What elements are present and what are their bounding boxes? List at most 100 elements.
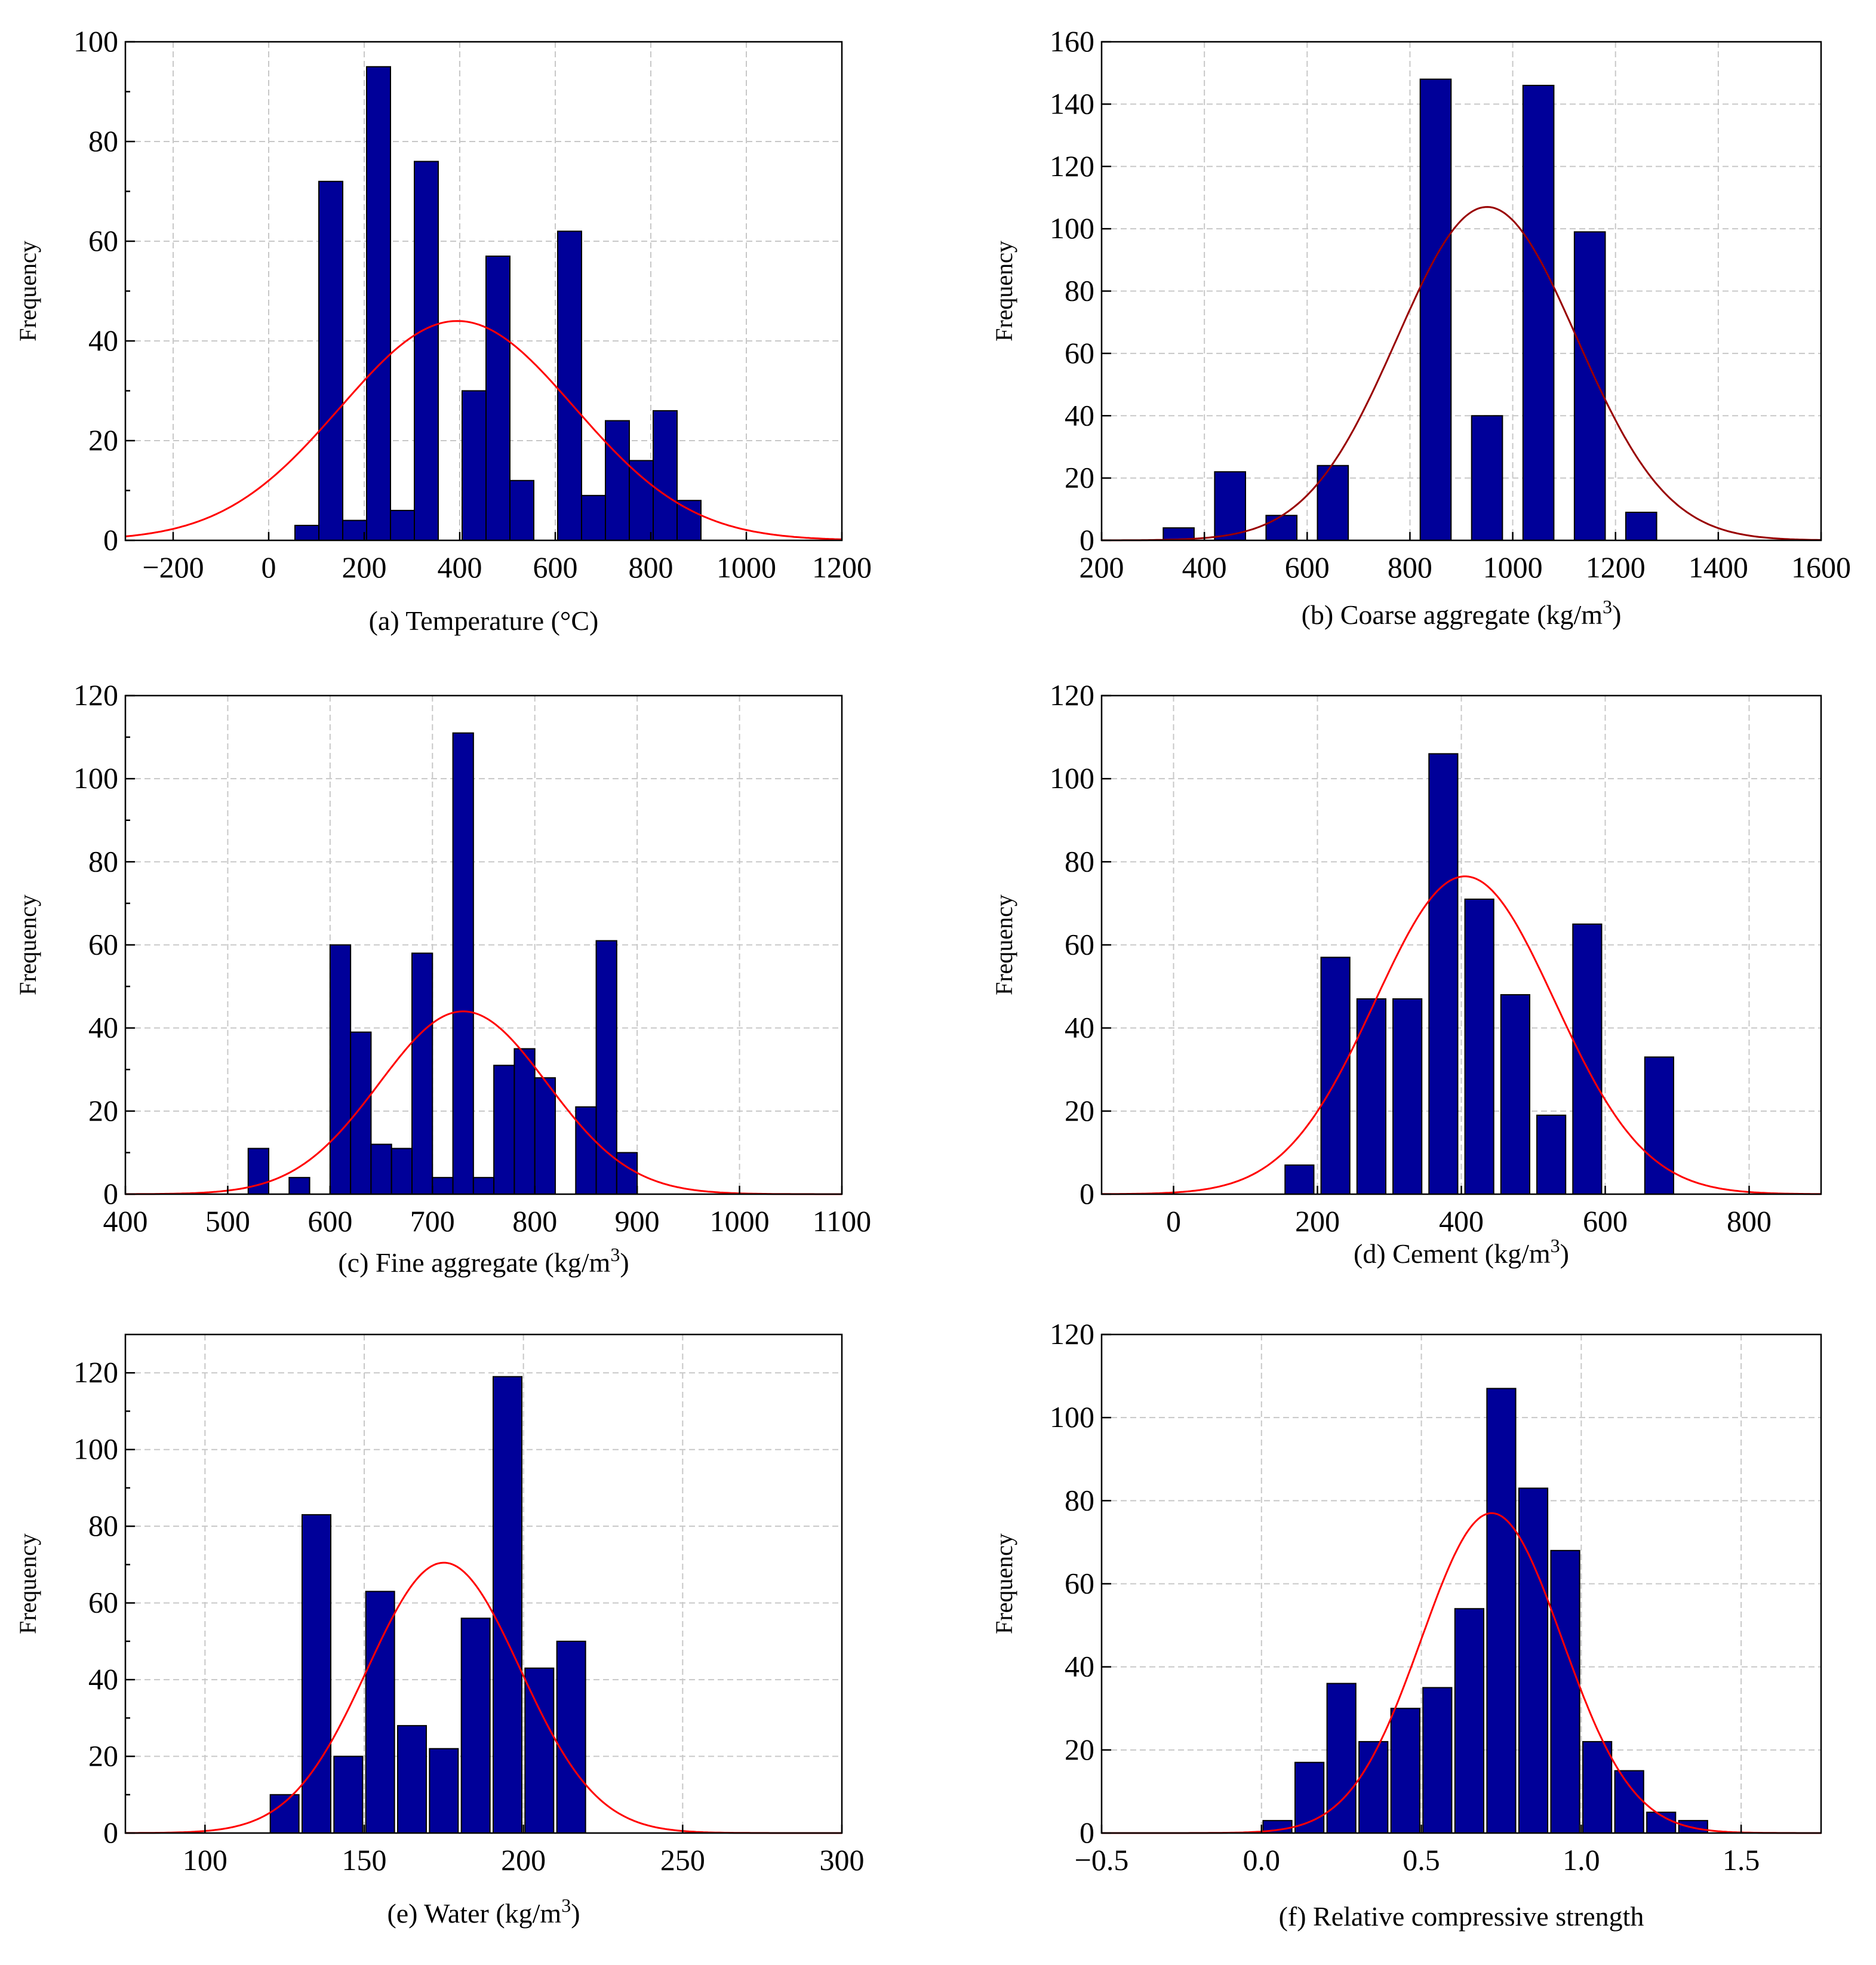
x-tick-label: 0.0 (1243, 1843, 1281, 1877)
panel-caption: (b) Coarse aggregate (kg/m3) (1302, 596, 1622, 630)
x-tick-label: 800 (1388, 551, 1432, 584)
caption-superscript: 3 (561, 1895, 571, 1916)
y-tick-label: 0 (1080, 1177, 1094, 1210)
histogram-bar (581, 494, 606, 541)
y-tick-label: 0 (103, 1177, 118, 1210)
y-tick-label: 80 (88, 1509, 118, 1542)
caption-text: (d) Cement (kg/m (1354, 1238, 1551, 1269)
histogram-bar (1464, 898, 1494, 1195)
histogram-bar (294, 524, 319, 542)
y-tick-label: 100 (1050, 1400, 1094, 1434)
y-tick-label: 40 (1065, 1650, 1094, 1683)
histogram-bar (616, 1152, 638, 1195)
y-tick-label: 80 (1065, 274, 1094, 307)
y-tick-label: 60 (1065, 928, 1094, 961)
histogram-bar (247, 1148, 270, 1195)
histogram-bar (485, 256, 510, 541)
histogram-bar (1486, 1388, 1517, 1834)
histogram-bar (534, 1077, 556, 1195)
x-tick-label: 800 (512, 1204, 557, 1238)
histogram-bar (1419, 78, 1452, 541)
panel-caption: (d) Cement (kg/m3) (1354, 1235, 1569, 1269)
histogram-bar (595, 940, 617, 1195)
x-tick-label: 1.0 (1563, 1843, 1600, 1877)
histogram-bar (1428, 753, 1459, 1195)
panel-caption: (f) Relative compressive strength (1279, 1901, 1644, 1932)
x-tick-label: 800 (629, 551, 673, 584)
panel-caption: (c) Fine aggregate (kg/m3) (338, 1244, 629, 1278)
x-tick-label: 1600 (1791, 551, 1851, 584)
histogram-bar (365, 1591, 395, 1834)
y-tick-label: 100 (1050, 761, 1094, 795)
y-tick-label: 120 (73, 678, 118, 712)
y-tick-label: 100 (73, 1432, 118, 1466)
x-tick-label: 150 (342, 1843, 387, 1877)
y-tick-label: 20 (88, 1094, 118, 1127)
y-tick-label: 120 (1050, 678, 1094, 712)
histogram-bar (1536, 1114, 1567, 1195)
x-tick-label: 300 (820, 1843, 865, 1877)
histogram-bar (1422, 1687, 1453, 1834)
histogram-bar (370, 1143, 392, 1195)
caption-superscript: 3 (610, 1244, 620, 1265)
x-tick-label: 1000 (710, 1204, 770, 1238)
histogram-bar (397, 1725, 427, 1834)
y-tick-label: 120 (1050, 1317, 1094, 1351)
histogram-bar (557, 230, 582, 541)
y-tick-label: 80 (88, 124, 118, 158)
histogram-bar (1326, 1683, 1357, 1834)
histogram-bar (318, 180, 343, 541)
y-axis-label: Frequency (991, 241, 1017, 342)
normal-fit-curve (125, 320, 842, 540)
histogram-bar (472, 1177, 495, 1195)
histogram-bar (411, 952, 433, 1195)
x-tick-label: 400 (1182, 551, 1227, 584)
y-tick-label: 120 (1050, 149, 1094, 183)
histogram-bar (1265, 515, 1298, 541)
x-tick-label: 600 (533, 551, 578, 584)
caption-text: (a) Temperature (°C) (369, 605, 599, 636)
histogram-bar (302, 1514, 331, 1834)
y-tick-label: 20 (88, 1739, 118, 1773)
x-tick-label: 200 (501, 1843, 546, 1877)
x-tick-label: 1400 (1689, 551, 1748, 584)
y-tick-label: 100 (1050, 211, 1094, 245)
x-tick-label: −0.5 (1075, 1843, 1129, 1877)
x-tick-label: 400 (1439, 1204, 1484, 1238)
histogram-bar (1392, 998, 1423, 1195)
x-tick-label: 1200 (1586, 551, 1646, 584)
y-tick-label: 160 (1050, 24, 1094, 58)
histogram-bar (1644, 1056, 1674, 1195)
y-tick-label: 60 (88, 1586, 118, 1619)
histogram-bar (390, 1148, 413, 1195)
x-tick-label: 0.5 (1403, 1843, 1440, 1877)
y-tick-label: 40 (1065, 1011, 1094, 1044)
histogram-bar (1614, 1770, 1644, 1834)
caption-superscript: 3 (1603, 596, 1612, 617)
histogram-bar (676, 500, 702, 542)
x-tick-label: 1000 (1483, 551, 1543, 584)
histogram-bar (1500, 994, 1530, 1195)
x-tick-label: 200 (342, 551, 387, 584)
histogram-bar (1390, 1708, 1420, 1834)
caption-text-end: ) (571, 1898, 580, 1929)
y-tick-label: 20 (1065, 1094, 1094, 1127)
y-tick-label: 60 (88, 224, 118, 257)
histogram-bar (1284, 1164, 1315, 1195)
y-tick-label: 40 (88, 1011, 118, 1044)
histogram-bar (452, 732, 474, 1195)
y-tick-label: 0 (103, 523, 118, 556)
x-tick-label: 800 (1727, 1204, 1772, 1238)
plot-frame (124, 1333, 843, 1834)
x-tick-label: 600 (1285, 551, 1330, 584)
panel-cement: 0 200 400 600 800 0 20 40 60 80 100 120 Frequency (d)… (991, 678, 1822, 1269)
caption-text: (c) Fine aggregate (kg/m (338, 1247, 610, 1278)
normal-fit-curve (125, 1010, 842, 1195)
histogram-bar (350, 1031, 372, 1195)
x-tick-label: 1100 (813, 1204, 871, 1238)
x-tick-label: 100 (183, 1843, 227, 1877)
y-tick-label: 100 (73, 761, 118, 795)
normal-fit-curve (1102, 875, 1821, 1195)
histogram-bar (629, 460, 654, 542)
